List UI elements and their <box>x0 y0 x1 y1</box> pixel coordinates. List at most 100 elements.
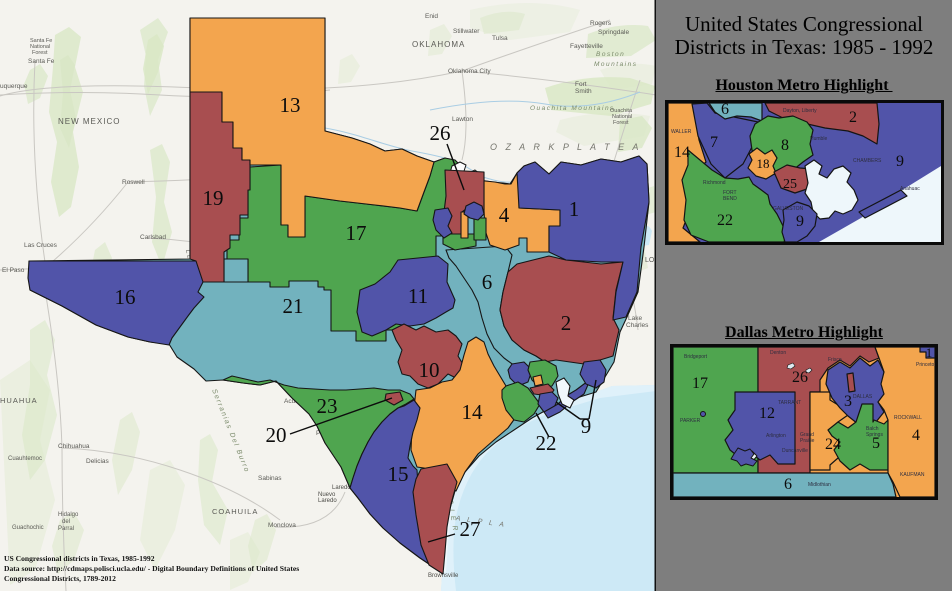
svg-text:Midlothian: Midlothian <box>808 482 831 488</box>
svg-text:8: 8 <box>781 137 789 154</box>
svg-text:22: 22 <box>536 431 557 455</box>
svg-text:Balch: Balch <box>866 426 879 432</box>
svg-text:16: 16 <box>115 285 136 309</box>
svg-text:4: 4 <box>499 203 510 227</box>
svg-text:El Paso: El Paso <box>2 267 25 274</box>
svg-text:Chihuahua: Chihuahua <box>58 443 90 450</box>
svg-text:Tulsa: Tulsa <box>492 35 508 42</box>
svg-text:Prairie: Prairie <box>800 438 815 444</box>
svg-text:Duncanville: Duncanville <box>782 448 808 454</box>
svg-text:23: 23 <box>317 394 338 418</box>
svg-text:18: 18 <box>757 156 770 171</box>
svg-text:Bridgeport: Bridgeport <box>684 354 708 360</box>
svg-text:14: 14 <box>462 400 484 424</box>
svg-text:13: 13 <box>280 93 301 117</box>
svg-text:HUAHUA: HUAHUA <box>0 396 38 405</box>
svg-text:4: 4 <box>912 427 920 444</box>
svg-text:26: 26 <box>430 121 451 145</box>
svg-text:Delicias: Delicias <box>86 458 110 465</box>
svg-text:Denton: Denton <box>770 350 786 356</box>
svg-text:Oklahoma City: Oklahoma City <box>448 68 491 75</box>
svg-text:Frisco: Frisco <box>828 357 842 363</box>
svg-text:26: 26 <box>792 369 808 386</box>
svg-text:9: 9 <box>896 153 904 170</box>
svg-text:Rogers: Rogers <box>590 20 612 27</box>
svg-text:Boston: Boston <box>596 51 625 58</box>
svg-text:NEW MEXICO: NEW MEXICO <box>58 117 120 126</box>
svg-text:6: 6 <box>721 101 729 118</box>
svg-text:Springs: Springs <box>866 432 883 438</box>
svg-text:PARKER: PARKER <box>680 418 701 424</box>
svg-text:TARRANT: TARRANT <box>778 400 801 406</box>
svg-text:Springdale: Springdale <box>598 29 629 36</box>
svg-text:BEND: BEND <box>723 196 737 202</box>
svg-text:Arlington: Arlington <box>766 433 786 439</box>
svg-text:2: 2 <box>849 109 857 126</box>
svg-text:Mountains: Mountains <box>594 61 638 68</box>
svg-text:Ouachita Mountains: Ouachita Mountains <box>530 105 615 112</box>
svg-text:KAUFMAN: KAUFMAN <box>900 472 925 478</box>
svg-text:22: 22 <box>717 212 733 229</box>
svg-text:6: 6 <box>784 476 792 493</box>
svg-text:1: 1 <box>569 197 580 221</box>
svg-text:Grand: Grand <box>800 432 814 438</box>
svg-text:11: 11 <box>408 284 428 308</box>
svg-text:DALLAS: DALLAS <box>853 394 873 400</box>
svg-text:12: 12 <box>759 405 775 422</box>
svg-text:10: 10 <box>419 358 440 382</box>
svg-text:Laredo: Laredo <box>332 485 351 491</box>
svg-text:27: 27 <box>460 517 481 541</box>
svg-text:17: 17 <box>692 375 708 392</box>
svg-text:Acuna: Acuna <box>284 398 303 405</box>
svg-text:US Congressional districts in: US Congressional districts in Texas, 198… <box>4 554 155 563</box>
svg-text:15: 15 <box>388 462 409 486</box>
svg-text:GALVESTON: GALVESTON <box>773 206 803 212</box>
svg-text:24: 24 <box>825 436 841 453</box>
svg-text:uquerque: uquerque <box>0 83 28 90</box>
svg-text:25: 25 <box>783 177 797 192</box>
svg-text:Humble: Humble <box>810 136 827 142</box>
svg-text:CHAMBERS: CHAMBERS <box>853 158 882 164</box>
svg-text:17: 17 <box>346 221 367 245</box>
svg-text:Stillwater: Stillwater <box>453 28 480 35</box>
svg-text:14: 14 <box>674 144 690 161</box>
svg-text:Las Cruces: Las Cruces <box>24 242 58 249</box>
svg-text:20: 20 <box>266 423 287 447</box>
svg-text:LOU: LOU <box>645 257 656 264</box>
svg-text:Data source: http://cdmaps.pol: Data source: http://cdmaps.polisci.ucla.… <box>4 564 299 573</box>
svg-text:Congressional Districts, 1789-: Congressional Districts, 1789-2012 <box>4 574 116 583</box>
svg-text:2: 2 <box>561 311 572 335</box>
svg-text:19: 19 <box>203 186 224 210</box>
svg-text:Roswell: Roswell <box>122 179 145 186</box>
svg-text:COAHUILA: COAHUILA <box>212 507 258 516</box>
svg-text:Santa Fe: Santa Fe <box>28 58 55 65</box>
svg-text:ROCKWALL: ROCKWALL <box>894 415 922 421</box>
svg-text:OKLAHOMA: OKLAHOMA <box>412 40 465 49</box>
svg-text:Enid: Enid <box>425 13 438 20</box>
svg-text:9: 9 <box>581 414 592 438</box>
svg-text:21: 21 <box>283 294 304 318</box>
svg-text:Princeton: Princeton <box>916 362 937 368</box>
svg-text:Cuauhtemoc: Cuauhtemoc <box>8 456 42 462</box>
svg-text:6: 6 <box>482 270 493 294</box>
svg-text:Monclova: Monclova <box>268 522 296 529</box>
svg-text:Fayetteville: Fayetteville <box>570 43 603 50</box>
svg-text:Lawton: Lawton <box>452 116 473 123</box>
svg-text:WALLER: WALLER <box>671 129 692 135</box>
svg-text:O Z A R K P L A T E A: O Z A R K P L A T E A <box>490 142 641 152</box>
svg-text:9: 9 <box>796 213 804 230</box>
svg-text:1: 1 <box>926 345 933 360</box>
svg-text:Dayton, Liberty: Dayton, Liberty <box>783 108 817 114</box>
svg-text:Carlsbad: Carlsbad <box>140 234 166 241</box>
svg-text:7: 7 <box>710 134 718 151</box>
svg-text:Sabinas: Sabinas <box>258 475 282 482</box>
svg-text:3: 3 <box>844 393 852 410</box>
svg-text:Brownsville: Brownsville <box>428 573 459 579</box>
svg-text:FORT: FORT <box>723 190 737 196</box>
svg-text:5: 5 <box>872 435 880 452</box>
svg-text:Anahuac: Anahuac <box>900 186 920 192</box>
